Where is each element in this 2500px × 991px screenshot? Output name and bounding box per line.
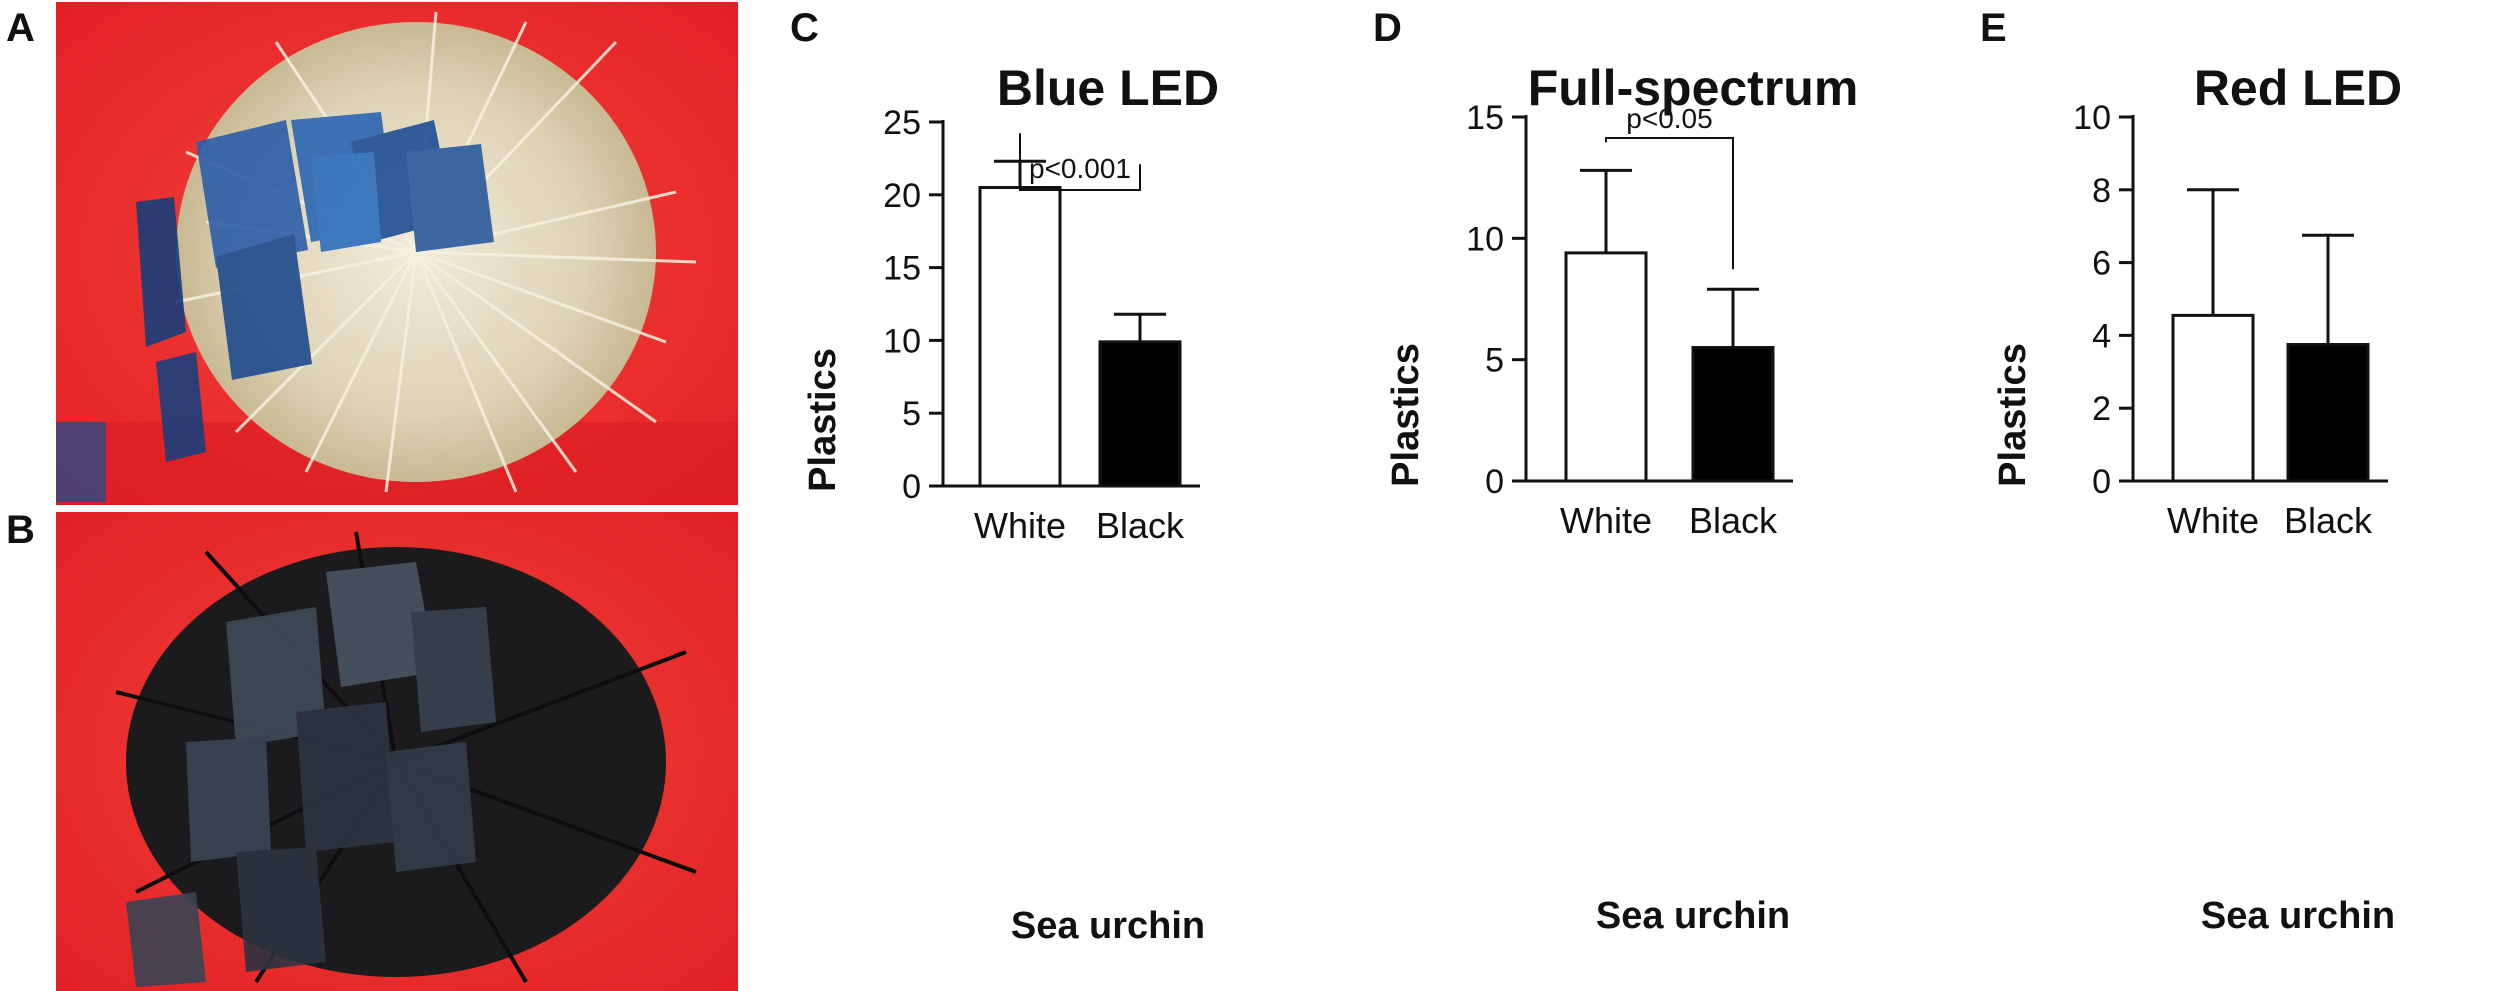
bar-black: [2286, 343, 2370, 483]
y-tick-label: 25: [883, 104, 921, 142]
y-tick-label: 0: [902, 468, 921, 506]
bar-black: [1691, 346, 1775, 483]
bar-white: [1564, 251, 1648, 483]
x-tick-label: Black: [1689, 500, 1778, 541]
panel-letter-a: A: [6, 6, 35, 50]
x-tick-label: Black: [2284, 500, 2373, 541]
y-axis-label: Plastics: [802, 348, 844, 492]
panel-letter-d: D: [1373, 6, 1402, 50]
y-tick-label: 0: [1485, 463, 1504, 501]
x-tick-label: Black: [1096, 505, 1185, 546]
y-tick-label: 15: [1466, 99, 1504, 137]
y-tick-label: 15: [883, 250, 921, 288]
y-tick-label: 5: [902, 395, 921, 433]
photo-white-sea-urchin: [56, 2, 738, 505]
y-tick-label: 10: [2073, 99, 2111, 137]
y-tick-label: 2: [2092, 390, 2111, 428]
plot-area: 0 5 10 15 White Black p<0.05: [1466, 99, 1793, 541]
bar-white: [978, 186, 1062, 488]
dark-plastic-squares: [126, 562, 496, 987]
significance-label: p<0.001: [1029, 153, 1131, 184]
chart-blue-led: Blue LED Plastics Sea urchin 0 5 10 15 20 25 W…: [802, 60, 1219, 947]
x-tick-label: White: [2167, 500, 2259, 541]
y-axis-label: Plastics: [1385, 343, 1427, 487]
y-tick-label: 10: [1466, 220, 1504, 258]
significance-label: p<0.05: [1626, 103, 1712, 134]
plot-area: 0 5 10 15 20 25 White Black p<0.001: [883, 104, 1200, 546]
chart-full-spectrum: Full-spectrum Plastics Sea urchin 0 5 10 15…: [1385, 60, 1859, 937]
significance-bracket: [1019, 133, 1141, 191]
chart-title: Full-spectrum: [1528, 60, 1859, 116]
chart-title: Blue LED: [997, 60, 1219, 116]
x-axis-label: Sea urchin: [1011, 905, 1205, 947]
panel-letter-c: C: [790, 6, 819, 50]
x-axis-label: Sea urchin: [2201, 895, 2395, 937]
y-tick-label: 4: [2092, 317, 2111, 355]
blue-plastic-squares: [136, 112, 494, 462]
y-tick-label: 10: [883, 322, 921, 360]
bar-white: [2171, 313, 2255, 483]
x-tick-label: White: [1560, 500, 1652, 541]
panel-letter-e: E: [1980, 6, 2007, 50]
plot-area: 0 2 4 6 8 10 White Black: [2073, 99, 2388, 541]
panel-letter-b: B: [6, 508, 35, 552]
chart-title: Red LED: [2194, 60, 2402, 116]
y-tick-label: 5: [1485, 342, 1504, 380]
y-tick-label: 6: [2092, 245, 2111, 283]
x-tick-label: White: [974, 505, 1066, 546]
y-tick-label: 0: [2092, 463, 2111, 501]
significance-bracket: [1605, 137, 1734, 270]
bar-black: [1098, 340, 1182, 488]
y-axis-label: Plastics: [1992, 343, 2034, 487]
y-tick-label: 8: [2092, 172, 2111, 210]
x-axis-label: Sea urchin: [1596, 895, 1790, 937]
chart-red-led: Red LED Plastics Sea urchin 0 2 4 6 8 10 White…: [1992, 60, 2402, 937]
photo-black-sea-urchin: [56, 512, 738, 991]
y-tick-label: 20: [883, 177, 921, 215]
